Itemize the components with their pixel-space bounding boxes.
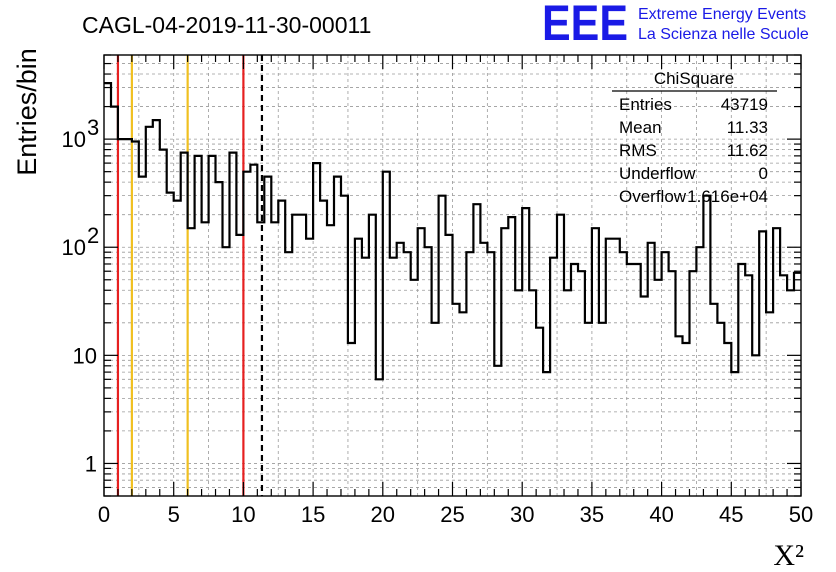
stats-value: 11.62: [727, 141, 768, 160]
reference-lines: [116, 55, 264, 496]
x-tick-label: 30: [510, 502, 534, 527]
stats-label: Entries: [619, 95, 672, 114]
y-tick-exponent: 3: [87, 115, 99, 140]
x-tick-labels: 0 5 10 15 20 25 30 35 40 45 50: [98, 502, 813, 527]
chart-title: CAGL-04-2019-11-30-00011: [82, 12, 371, 38]
stats-value: 0: [759, 164, 768, 183]
stats-row: Mean 11.33: [619, 118, 768, 137]
stats-title: ChiSquare: [654, 69, 734, 88]
logo-line-1: Extreme Energy Events: [638, 6, 806, 23]
x-tick-label: 15: [301, 502, 325, 527]
stats-row: Entries 43719: [619, 95, 768, 114]
y-tick-label: 10: [73, 343, 97, 368]
stats-label: RMS: [619, 141, 657, 160]
stats-label: Overflow: [619, 187, 687, 206]
y-tick-label: 1: [85, 451, 97, 476]
histogram-series: [104, 82, 801, 381]
x-axis-title: X²: [773, 539, 804, 572]
stats-box: ChiSquare Entries 43719 Mean 11.33 RMS 1…: [612, 69, 777, 206]
x-tick-label: 20: [371, 502, 395, 527]
x-tick-label: 5: [168, 502, 180, 527]
stats-value: 43719: [721, 95, 768, 114]
stats-value: 11.33: [727, 118, 768, 137]
logo-line-2: La Scienza nelle Scuole: [638, 26, 809, 43]
stats-row: Underflow 0: [619, 164, 768, 183]
y-axis-title: Entries/bin: [12, 48, 42, 176]
stats-row: RMS 11.62: [619, 141, 768, 160]
axis-ticks: [103, 54, 802, 497]
x-tick-label: 10: [231, 502, 255, 527]
x-tick-label: 0: [98, 502, 110, 527]
y-tick-exponent: 2: [87, 223, 99, 248]
y-tick-label: 10: [62, 235, 86, 260]
stats-label: Mean: [619, 118, 662, 137]
eee-logo-mark: EEE: [542, 0, 628, 51]
x-tick-label: 50: [789, 502, 813, 527]
stats-row: Overflow 1.616e+04: [619, 187, 768, 206]
y-tick-label: 10: [62, 127, 86, 152]
stats-label: Underflow: [619, 164, 696, 183]
x-tick-label: 40: [649, 502, 673, 527]
stats-value: 1.616e+04: [687, 187, 768, 206]
x-tick-label: 35: [580, 502, 604, 527]
x-tick-label: 45: [719, 502, 743, 527]
x-tick-label: 25: [440, 502, 464, 527]
